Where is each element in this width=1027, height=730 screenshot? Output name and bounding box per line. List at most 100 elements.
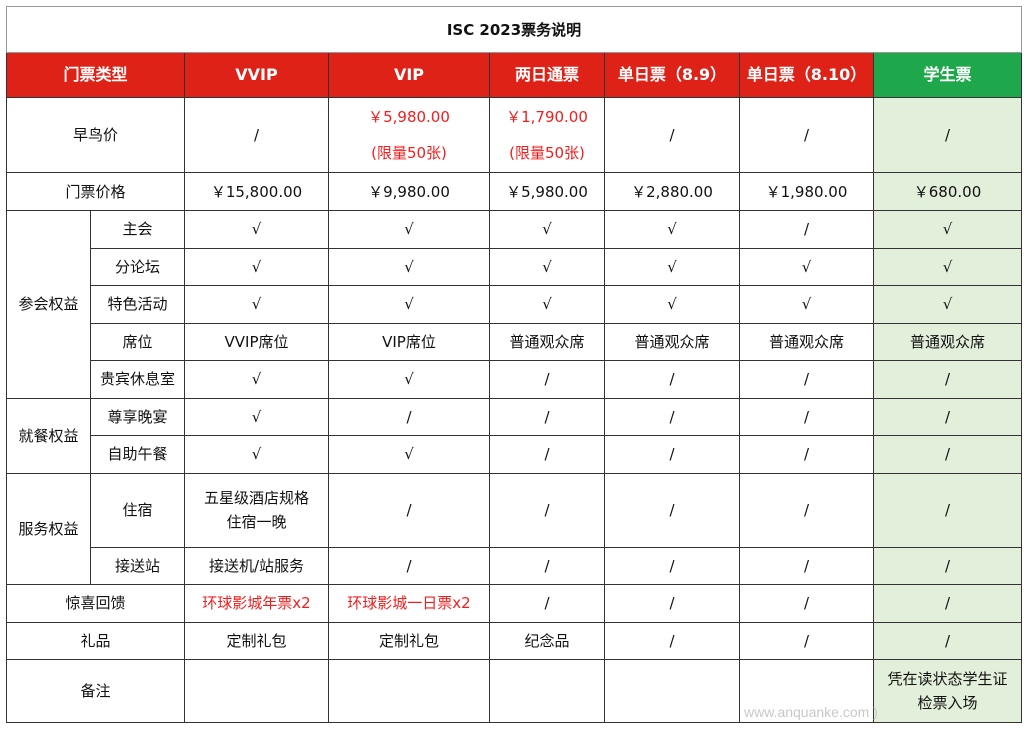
table-cell: / — [873, 97, 1022, 173]
table-cell — [489, 659, 605, 723]
table-cell: 接送机/站服务 — [184, 546, 329, 585]
table-cell: / — [739, 97, 874, 173]
table-cell: √ — [873, 285, 1022, 324]
price-cell: ￥1,980.00 — [739, 172, 874, 211]
table-cell: / — [739, 584, 874, 623]
early-bird-limit: (限量50张) — [371, 144, 447, 162]
price-cell: ￥2,880.00 — [604, 172, 740, 211]
row-label: 尊享晚宴 — [90, 397, 185, 436]
table-cell: √ — [604, 247, 740, 286]
table-cell: / — [739, 210, 874, 249]
early-bird-price: / — [803, 126, 810, 144]
table-row: 席位 VVIP席位 VIP席位 普通观众席 普通观众席 普通观众席 普通观众席 — [7, 322, 1022, 361]
table-row: 服务权益 住宿 五星级酒店规格 住宿一晚 / / / / / — [6, 472, 1022, 585]
price-cell: ￥5,980.00 — [489, 172, 605, 211]
table-cell: VVIP席位 — [184, 322, 329, 361]
early-bird-price: / — [253, 126, 260, 144]
table-cell: ￥1,790.00 (限量50张) — [489, 97, 605, 173]
table-cell: 环球影城一日票x2 — [328, 584, 490, 623]
table-row: 分论坛 √ √ √ √ √ √ — [7, 247, 1022, 286]
table-cell: √ — [328, 285, 490, 324]
table-cell: / — [873, 621, 1022, 660]
table-cell: 凭在读状态学生证 检票入场 — [873, 659, 1022, 723]
column-header: 学生票 — [873, 52, 1022, 98]
row-label: 备注 — [6, 659, 185, 723]
table-cell: / — [328, 546, 490, 585]
table-cell: / — [873, 546, 1022, 585]
table-cell: / — [739, 397, 874, 436]
table-cell — [739, 659, 874, 723]
table-cell: / — [328, 397, 490, 436]
table-cell: √ — [604, 285, 740, 324]
table-row: 备注 凭在读状态学生证 检票入场 — [6, 659, 1022, 723]
table-cell: / — [489, 360, 605, 399]
table-cell — [184, 659, 329, 723]
table-row: 惊喜回馈 环球影城年票x2 环球影城一日票x2// / / — [6, 584, 1022, 623]
row-label: 礼品 — [6, 621, 185, 660]
table-row: 门票价格 ￥15,800.00 ￥9,980.00 ￥5,980.00 ￥2,880.0… — [6, 172, 1022, 211]
table-cell: / — [873, 435, 1022, 474]
table-cell: √ — [604, 210, 740, 249]
table-cell: 定制礼包 — [328, 621, 490, 660]
table-cell: √ — [489, 210, 605, 249]
table-cell: √ — [328, 360, 490, 399]
table-cell: / — [739, 621, 874, 660]
row-label: 惊喜回馈 — [6, 584, 185, 623]
row-label: 住宿 — [90, 472, 185, 548]
table-cell: √ — [184, 285, 329, 324]
table-row: 门票类型 VVIP VIP 两日通票 单日票（8.9） 单日票（8.10） 学生票 — [6, 52, 1022, 98]
table-cell: / — [873, 360, 1022, 399]
row-label: 接送站 — [90, 546, 185, 585]
table-cell: 定制礼包 — [184, 621, 329, 660]
table-cell: / — [489, 435, 605, 474]
ticket-table: ISC 2023票务说明 门票类型 VVIP VIP 两日通票 单日票（8.9） 单日票（… — [6, 6, 1022, 723]
row-label: 特色活动 — [90, 285, 185, 324]
table-cell: √ — [489, 285, 605, 324]
row-label: 门票价格 — [6, 172, 185, 211]
column-header: 单日票（8.9） — [604, 52, 740, 98]
row-label: 贵宾休息室 — [90, 360, 185, 399]
table-row: 礼品 定制礼包 定制礼包 纪念品 / / / — [6, 621, 1022, 660]
table-cell — [328, 659, 490, 723]
table-cell: ￥5,980.00 (限量50张) — [328, 97, 490, 173]
early-bird-limit: (限量50张) — [509, 144, 585, 162]
table-row: 自助午餐 √ √ / / / / — [7, 435, 1022, 474]
table-cell: / — [739, 435, 874, 474]
table-cell: / — [739, 546, 874, 585]
table-cell: / — [873, 472, 1022, 548]
early-bird-price: / — [944, 126, 951, 144]
table-cell: / — [739, 360, 874, 399]
row-label: 早鸟价 — [6, 97, 185, 173]
table-cell: √ — [873, 247, 1022, 286]
column-header: 单日票（8.10） — [739, 52, 874, 98]
table-cell: √ — [489, 247, 605, 286]
table-cell: VIP席位 — [328, 322, 490, 361]
table-cell: / — [328, 472, 490, 548]
table-cell: √ — [328, 247, 490, 286]
table-row: 参会权益 主会 √ √ √ √ / √ — [6, 210, 1022, 399]
table-cell: / — [489, 397, 605, 436]
table-cell: / — [604, 621, 740, 660]
column-header: VVIP — [184, 52, 329, 98]
table-cell: / — [604, 97, 740, 173]
price-cell: ￥9,980.00 — [328, 172, 490, 211]
group-label: 参会权益 — [6, 210, 91, 399]
row-label: 自助午餐 — [90, 435, 185, 474]
table-cell: √ — [184, 435, 329, 474]
table-cell: / — [873, 584, 1022, 623]
column-header: 两日通票 — [489, 52, 605, 98]
table-cell: √ — [739, 285, 874, 324]
page-title: ISC 2023票务说明 — [6, 6, 1022, 53]
column-header: VIP — [328, 52, 490, 98]
price-cell: ￥15,800.00 — [184, 172, 329, 211]
group-label: 就餐权益 — [6, 397, 91, 474]
table-cell: / — [489, 472, 605, 548]
early-bird-price: ￥1,790.00 — [506, 108, 588, 126]
table-cell: 普通观众席 — [739, 322, 874, 361]
table-cell: / — [489, 546, 605, 585]
table-row: 就餐权益 尊享晚宴 √ / / / / / — [6, 397, 1022, 474]
row-label: 席位 — [90, 322, 185, 361]
table-cell: √ — [184, 397, 329, 436]
table-cell: 纪念品 — [489, 621, 605, 660]
table-cell: √ — [739, 247, 874, 286]
